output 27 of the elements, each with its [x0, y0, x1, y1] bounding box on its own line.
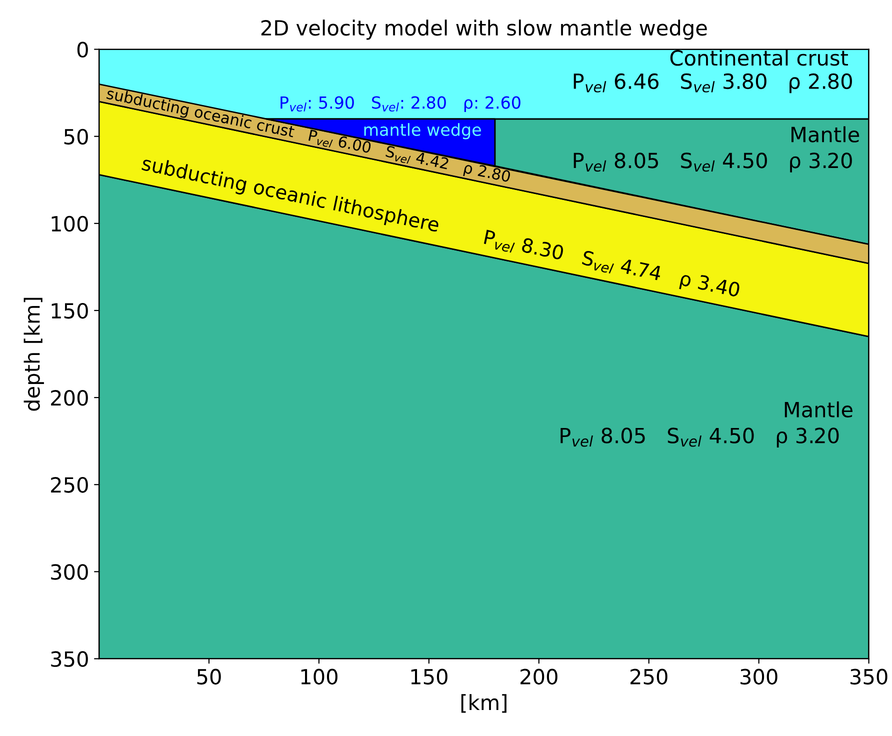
chart-title: 2D velocity model with slow mantle wedge [261, 20, 707, 40]
y-tick-label: 300 [51, 564, 88, 580]
annotation: P$_{vel}$ 8.05 S$_{vel}$ 4.50 ρ 3.20 [560, 428, 839, 448]
x-tick-label: 300 [740, 668, 778, 685]
y-tick-label: 350 [51, 651, 88, 667]
annotation: P$_{vel}$ 8.30 S$_{vel}$ 4.74 ρ 3.40 [483, 230, 740, 301]
y-tick-label: 0 [77, 42, 88, 58]
y-axis-title: depth [km] [24, 298, 44, 411]
y-tick-label: 50 [64, 128, 88, 145]
y-tick-label: 150 [52, 302, 88, 319]
x-tick-label: 200 [520, 668, 558, 685]
x-tick-label: 150 [411, 668, 448, 685]
annotation: P$_{vel}$ 8.05 S$_{vel}$ 4.50 ρ 3.20 [574, 152, 852, 172]
series-label: Mantle [784, 401, 852, 418]
x-tick-label: 100 [301, 668, 338, 685]
y-tick-label: 100 [52, 216, 88, 232]
x-axis-title: [km] [461, 694, 506, 713]
y-tick-label: 200 [51, 390, 88, 406]
x-tick-label: 250 [630, 668, 668, 685]
annotation: P$_{vel}$ 6.46 S$_{vel}$ 3.80 ρ 2.80 [574, 73, 852, 94]
annotation: P$_{vel}$: 5.90 S$_{vel}$: 2.80 ρ: 2.60 [280, 96, 520, 112]
x-tick-label: 50 [197, 668, 221, 685]
x-tick-label: 350 [850, 668, 888, 685]
y-tick-label: 250 [51, 477, 88, 493]
series-label: Mantle [792, 126, 860, 142]
series-label: mantle wedge [364, 123, 481, 140]
series-label: Continental crust [670, 50, 848, 66]
